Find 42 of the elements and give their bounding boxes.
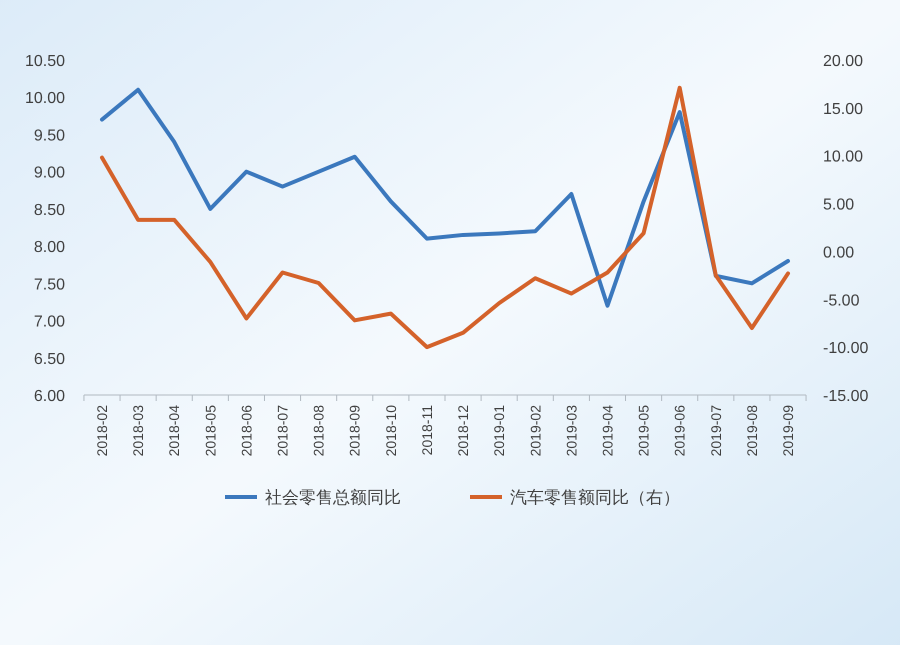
line-series	[100, 88, 790, 308]
x-tick-label: 2019-08	[744, 404, 760, 456]
y2-tick-label: 5.00	[823, 196, 854, 214]
y-tick-label: 9.50	[34, 127, 66, 144]
x-tick-label: 2019-06	[672, 404, 688, 456]
y-tick-label: 8.50	[34, 202, 66, 219]
x-tick-label: 2018-12	[455, 404, 472, 456]
x-tick-label: 2019-03	[563, 404, 580, 456]
legend-label: 汽车零售额同比（右）	[510, 488, 680, 507]
y2-tick-label: -15.00	[823, 388, 868, 405]
x-tick-label: 2018-02	[94, 404, 110, 456]
y-tick-label: 10.00	[24, 90, 66, 108]
y2-tick-label: -5.00	[823, 292, 860, 310]
x-tick-label: 2018-04	[166, 404, 182, 456]
y2-tick-label: 10.00	[823, 148, 864, 166]
x-tick-label: 2018-11	[418, 404, 435, 456]
x-tick-label: 2018-03	[130, 404, 146, 456]
line-series	[100, 86, 790, 350]
y-tick-label: 7.50	[34, 276, 66, 294]
x-tick-label: 2019-04	[599, 404, 616, 456]
x-tick-label: 2018-07	[274, 404, 291, 456]
x-tick-label: 2019-01	[491, 404, 508, 456]
x-tick-label: 2018-05	[202, 404, 218, 456]
y2-tick-label: 0.00	[823, 244, 854, 262]
x-tick-label: 2018-08	[310, 404, 327, 456]
x-tick-label: 2019-05	[636, 404, 652, 456]
y-tick-label: 6.00	[34, 388, 66, 405]
x-tick-label: 2019-09	[780, 404, 796, 456]
y-tick-label: 6.50	[34, 350, 66, 368]
x-tick-label: 2019-02	[527, 404, 544, 456]
y-tick-label: 8.00	[34, 239, 66, 256]
y2-tick-label: 20.00	[823, 53, 864, 70]
x-tick-label: 2018-09	[346, 404, 363, 456]
x-tick-label: 2018-06	[238, 404, 254, 456]
legend-label: 社会零售总额同比	[265, 488, 401, 507]
y-tick-label: 10.50	[24, 53, 66, 70]
y2-tick-label: 15.00	[823, 100, 864, 118]
x-tick-label: 2018-10	[382, 404, 399, 456]
y2-tick-label: -10.00	[823, 340, 868, 358]
x-tick-label: 2019-07	[708, 404, 724, 456]
y-tick-label: 9.00	[34, 164, 66, 182]
y-tick-label: 7.00	[34, 314, 66, 331]
